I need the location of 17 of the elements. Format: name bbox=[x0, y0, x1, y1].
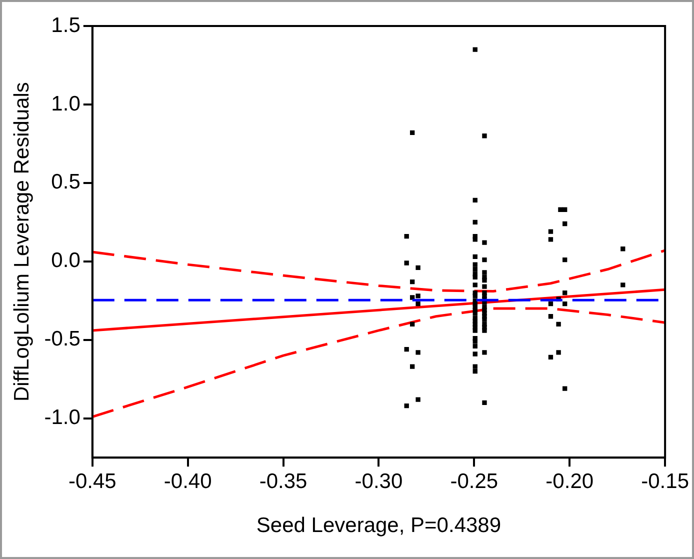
line-series bbox=[92, 249, 666, 292]
y-tick-label: -0.5 bbox=[44, 328, 80, 351]
x-tick-label: -0.20 bbox=[546, 470, 594, 493]
x-tick-label: -0.40 bbox=[164, 470, 212, 493]
x-tick-label: -0.15 bbox=[641, 470, 690, 493]
y-tick-label: 1.0 bbox=[51, 92, 80, 116]
y-tick-label: 0.5 bbox=[51, 170, 80, 194]
y-tick-label: 1.5 bbox=[51, 14, 80, 37]
y-axis-title: DiffLogLolium Leverage Residuals bbox=[10, 82, 34, 402]
line-series bbox=[92, 307, 666, 418]
y-tick-label: 0.0 bbox=[51, 249, 80, 272]
x-tick-label: -0.30 bbox=[354, 470, 403, 493]
x-tick-label: -0.45 bbox=[68, 470, 116, 493]
y-tick-label: -1.0 bbox=[44, 406, 80, 430]
x-tick-label: -0.35 bbox=[259, 470, 308, 493]
x-tick-label: -0.25 bbox=[450, 470, 498, 493]
x-axis-title: Seed Leverage, P=0.4389 bbox=[256, 514, 502, 538]
